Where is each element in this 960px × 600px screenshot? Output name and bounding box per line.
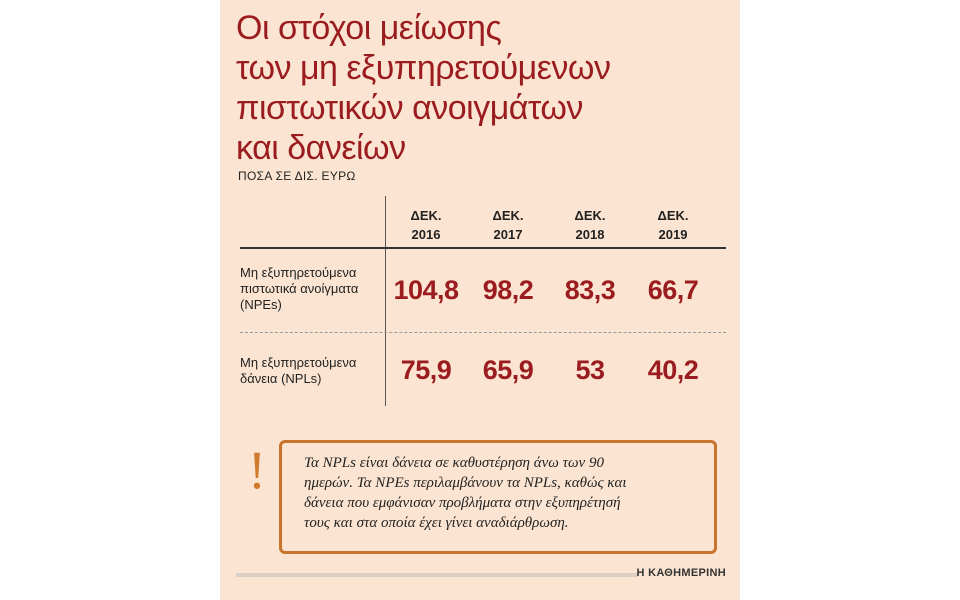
column-header-2018: ΔΕΚ. 2018 xyxy=(550,206,630,244)
infographic-title: Οι στόχοι μείωσης των μη εξυπηρετούμενων… xyxy=(236,8,716,168)
note-box: Τα NPLs είναι δάνεια σε καθυστέρηση άνω … xyxy=(279,440,717,554)
row-label-line: Μη εξυπηρετούμενα xyxy=(240,355,357,370)
row-label-npls: Μη εξυπηρετούμενα δάνεια (NPLs) xyxy=(240,355,380,387)
brand-logo: Η ΚΑΘΗΜΕΡΙΝΗ xyxy=(636,567,726,579)
value-npls-2016: 75,9 xyxy=(400,355,452,385)
column-header-year: 2017 xyxy=(493,227,523,242)
note-line: Τα NPLs είναι δάνεια σε καθυστέρηση άνω … xyxy=(304,455,604,471)
value-npes-2019: 66,7 xyxy=(647,275,699,305)
header-rule xyxy=(240,247,726,249)
value-npes-2016: 104,8 xyxy=(393,275,459,305)
column-header-year: 2018 xyxy=(575,227,605,242)
column-header-2017: ΔΕΚ. 2017 xyxy=(468,206,548,244)
column-header-year: 2016 xyxy=(411,227,441,242)
unit-label: ΠΟΣΑ ΣΕ ΔΙΣ. ΕΥΡΩ xyxy=(238,169,356,183)
row-label-line: πιστωτικά ανοίγματα xyxy=(240,281,359,296)
title-line-2: των μη εξυπηρετούμενων xyxy=(236,49,611,87)
value-npes-2017: 98,2 xyxy=(482,275,534,305)
column-header-2016: ΔΕΚ. 2016 xyxy=(386,206,466,244)
footer-rule xyxy=(236,573,638,577)
data-table: ΔΕΚ. 2016 ΔΕΚ. 2017 ΔΕΚ. 2018 ΔΕΚ. 2019 … xyxy=(240,196,726,410)
row-label-line: (NPEs) xyxy=(240,297,282,312)
exclamation-icon: ! xyxy=(248,440,266,500)
value-npes-2018: 83,3 xyxy=(564,275,616,305)
column-header-month: ΔΕΚ. xyxy=(574,208,606,223)
row-label-line: Μη εξυπηρετούμενα xyxy=(240,265,357,280)
row-label-npes: Μη εξυπηρετούμενα πιστωτικά ανοίγματα (N… xyxy=(240,265,380,313)
note-line: τους και στα οποία έχει γίνει αναδιάρθρω… xyxy=(304,515,569,531)
title-line-4: και δανείων xyxy=(236,129,406,167)
value-npls-2018: 53 xyxy=(575,355,605,385)
row-separator xyxy=(240,332,726,333)
column-header-2019: ΔΕΚ. 2019 xyxy=(633,206,713,244)
column-header-year: 2019 xyxy=(658,227,688,242)
title-line-3: πιστωτικών ανοιγμάτων xyxy=(236,89,583,127)
value-npls-2017: 65,9 xyxy=(482,355,534,385)
note-line: δάνεια που εμφάνισαν προβλήματα στην εξυ… xyxy=(304,495,621,511)
infographic-panel: Οι στόχοι μείωσης των μη εξυπηρετούμενων… xyxy=(220,0,740,600)
column-header-month: ΔΕΚ. xyxy=(492,208,524,223)
column-header-month: ΔΕΚ. xyxy=(657,208,689,223)
column-header-month: ΔΕΚ. xyxy=(410,208,442,223)
row-label-line: δάνεια (NPLs) xyxy=(240,371,322,386)
note-line: ημερών. Τα NPEs περιλαμβάνουν τα NPLs, κ… xyxy=(304,475,627,491)
value-npls-2019: 40,2 xyxy=(647,355,699,385)
table-column-divider xyxy=(385,196,386,406)
title-line-1: Οι στόχοι μείωσης xyxy=(236,9,502,47)
